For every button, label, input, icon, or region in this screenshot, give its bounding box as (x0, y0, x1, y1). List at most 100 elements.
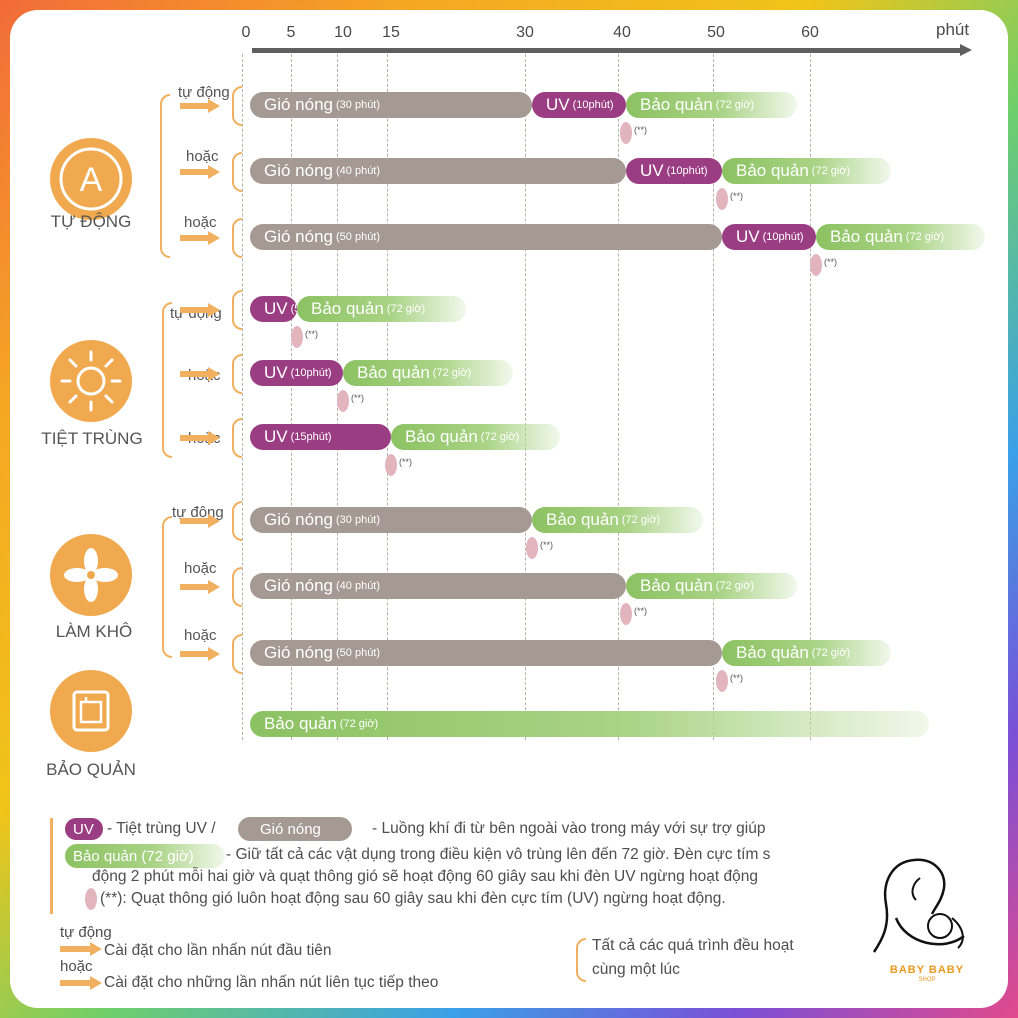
segment-gray: Gió nóng (30 phút) (250, 507, 532, 533)
sterilize-group-brace (162, 302, 172, 458)
row-arrow-icon (180, 580, 220, 594)
segment-duration: (72 giờ) (905, 231, 945, 243)
fan-indicator-drop-icon (620, 603, 632, 625)
segment-gray: Gió nóng (50 phút) (250, 640, 722, 666)
segment-duration: (72 giờ) (339, 718, 379, 730)
segment-label: Bảo quản (357, 363, 430, 382)
fan-note-marker: (**) (824, 257, 837, 267)
mode-storage (50, 670, 132, 752)
fan-note-marker: (**) (730, 191, 743, 201)
segment-duration: (50 phút) (336, 231, 381, 243)
segment-green: Bảo quản (72 giờ) (532, 507, 703, 533)
row-brace (232, 290, 242, 330)
brand-sub: SHOP (918, 977, 936, 983)
segment-duration: (30 phút) (336, 514, 381, 526)
segment-label: Gió nóng (264, 227, 333, 246)
segment-green: Bảo quản (72 giờ) (626, 92, 798, 118)
tick-0: 0 (241, 24, 251, 41)
legend-fan-note: (**): Quạt thông gió luôn hoạt động sau … (100, 890, 726, 907)
legend-auto-label: tự động (60, 924, 112, 941)
fan-indicator-drop-icon (716, 188, 728, 210)
guide-50 (713, 54, 714, 740)
legend-simul-brace (576, 938, 586, 982)
fan-indicator-drop-icon (385, 454, 397, 476)
segment-gray: Gió nóng (30 phút) (250, 92, 532, 118)
mode-auto-label: TỰ ĐỘNG (50, 212, 132, 231)
segment-gray: Gió nóng (50 phút) (250, 224, 722, 250)
row-brace (232, 86, 242, 126)
segment-uv: UV (10phút) (250, 360, 343, 386)
legend-simul-text-2: cùng một lúc (592, 961, 680, 978)
segment-green: Bảo quản (72 giờ) (722, 158, 892, 184)
storage-box-icon (72, 690, 110, 732)
row-arrow-icon (180, 647, 220, 661)
fan-note-marker: (**) (634, 606, 647, 616)
row-prefix-label: hoặc (184, 214, 217, 231)
segment-duration: (30 phút) (336, 99, 381, 111)
tick-10: 10 (334, 24, 352, 41)
segment-uv: UV (15phút) (250, 424, 391, 450)
row-arrow-icon (180, 165, 220, 179)
legend-auto-text: Cài đặt cho lần nhấn nút đầu tiên (104, 942, 332, 959)
segment-duration: (5) (290, 303, 297, 315)
segment-duration: (10phút) (666, 165, 708, 177)
axis-arrow-icon (960, 44, 972, 56)
guide-60 (810, 54, 811, 740)
segment-uv: UV (10phút) (722, 224, 816, 250)
guide-40 (618, 54, 619, 740)
row-brace (232, 152, 242, 192)
legend-store-chip: Bảo quản (72 giờ) (65, 844, 225, 868)
segment-green: Bảo quản (72 giờ) (343, 360, 514, 386)
segment-uv: UV(5) (250, 296, 297, 322)
brand-name: BABY BABY (889, 964, 965, 976)
row-brace (232, 567, 242, 607)
segment-label: Gió nóng (264, 643, 333, 662)
legend-hot-chip: Gió nóng (238, 817, 352, 841)
segment-uv: UV (10phút) (532, 92, 626, 118)
segment-duration: (72 giờ) (432, 367, 472, 379)
segment-duration: (72 giờ) (715, 580, 755, 592)
mode-auto: A (50, 138, 132, 220)
row-brace (232, 501, 242, 541)
auto-group-brace (160, 94, 170, 258)
brand-logo: BABY BABY SHOP (852, 848, 1002, 988)
row-arrow-icon (180, 367, 220, 381)
segment-label: UV (264, 299, 288, 318)
guide-0 (242, 54, 243, 740)
segment-label: Gió nóng (264, 95, 333, 114)
segment-label: Bảo quản (830, 227, 903, 246)
fan-indicator-drop-icon (526, 537, 538, 559)
fan-indicator-drop-icon (810, 254, 822, 276)
row-arrow-icon (180, 231, 220, 245)
fan-indicator-drop-icon (620, 122, 632, 144)
letter-a-icon: A (59, 147, 123, 211)
segment-label: Bảo quản (640, 95, 713, 114)
row-arrow-icon (180, 431, 220, 445)
row-brace (232, 354, 242, 394)
fan-indicator-drop-icon (291, 326, 303, 348)
axis-line (252, 48, 964, 53)
mode-dry (50, 534, 132, 616)
segment-label: Gió nóng (264, 161, 333, 180)
segment-duration: (72 giờ) (621, 514, 661, 526)
segment-duration: (40 phút) (336, 580, 381, 592)
segment-label: Gió nóng (264, 576, 333, 595)
legend-simul-text-1: Tất cả các quá trình đều hoạt (592, 937, 794, 954)
legend-uv-text: - Tiệt trùng UV / (107, 820, 216, 837)
segment-green: Bảo quản (72 giờ) (297, 296, 467, 322)
segment-label: Bảo quản (546, 510, 619, 529)
tick-5: 5 (286, 24, 296, 41)
dry-group-brace (162, 516, 172, 658)
row-prefix-label: hoặc (184, 627, 217, 644)
fan-note-marker: (**) (351, 393, 364, 403)
fan-note-marker: (**) (399, 457, 412, 467)
mode-storage-label: BẢO QUẢN (46, 760, 136, 779)
segment-duration: (10phút) (572, 99, 614, 111)
fan-icon (64, 548, 118, 602)
segment-label: Bảo quản (264, 714, 337, 733)
legend-or-label: hoặc (60, 958, 93, 975)
fan-note-marker: (**) (730, 673, 743, 683)
tick-30: 30 (516, 24, 534, 41)
axis-unit: phút (936, 20, 970, 39)
